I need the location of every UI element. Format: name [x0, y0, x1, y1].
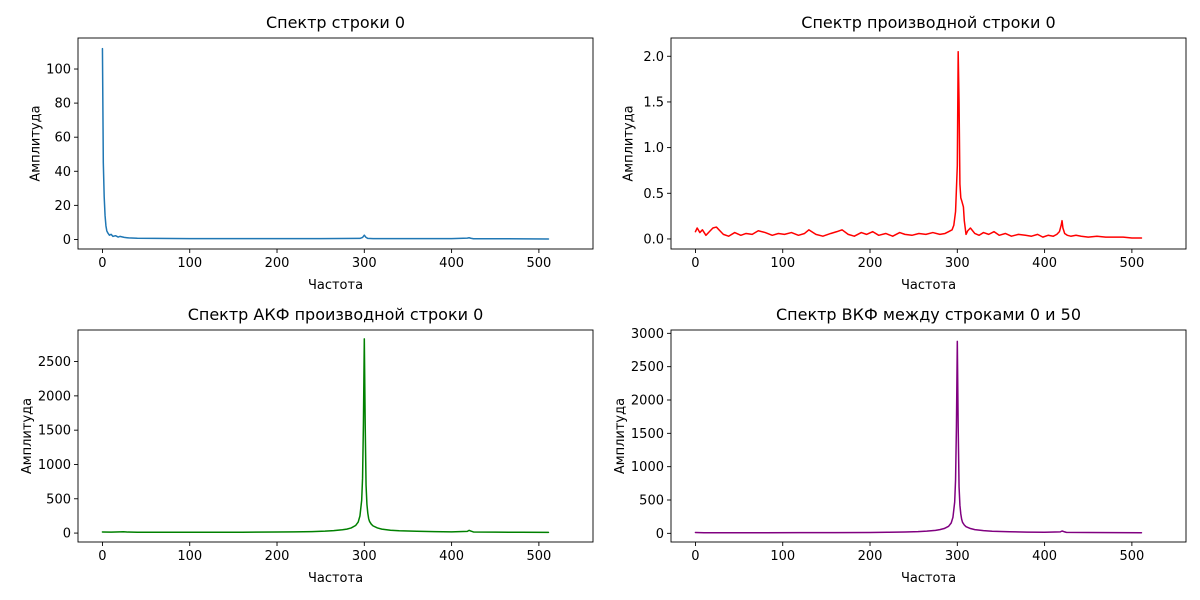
x-tick-label: 0 — [98, 256, 106, 271]
y-tick-label: 100 — [46, 63, 71, 78]
x-tick-label: 100 — [177, 549, 202, 564]
y-tick-label: 2.0 — [643, 50, 664, 65]
y-tick-label: 80 — [54, 97, 71, 112]
x-tick-label: 0 — [691, 256, 699, 271]
x-axis-label: Частота — [308, 571, 363, 586]
series-line-0 — [101, 338, 550, 534]
x-tick-label: 200 — [265, 549, 290, 564]
y-tick-label: 500 — [639, 494, 664, 509]
y-tick-label: 0 — [656, 527, 664, 542]
y-tick-label: 3000 — [631, 327, 664, 342]
y-tick-label: 1500 — [631, 427, 664, 442]
x-tick-label: 100 — [770, 256, 795, 271]
y-tick-label: 0 — [63, 233, 71, 248]
y-tick-label: 20 — [54, 199, 71, 214]
series-line-0 — [694, 50, 1143, 239]
subplot-3: 0 100 200 300 400 500 0 500 1000 1500 2000 2500 3000… — [613, 305, 1187, 586]
y-tick-label: 1000 — [38, 458, 71, 473]
axes-frame — [670, 329, 1187, 543]
axes-frame — [77, 37, 594, 250]
x-tick-label: 200 — [858, 549, 883, 564]
axes-frame — [670, 37, 1187, 250]
subplot-0: 0 100 200 300 400 500 0 20 40 60 80 100 Спектр строк… — [28, 13, 594, 293]
series-line-0 — [101, 47, 550, 240]
subplot-1: 0 100 200 300 400 500 0.0 0.5 1.0 1.5 2.0 Спектр пр… — [621, 13, 1187, 293]
y-tick-label: 2500 — [631, 360, 664, 375]
x-tick-label: 300 — [945, 256, 970, 271]
y-axis-label: Амплитуда — [28, 105, 43, 181]
x-tick-label: 400 — [439, 549, 464, 564]
x-tick-label: 200 — [265, 256, 290, 271]
y-tick-label: 500 — [46, 492, 71, 507]
chart-title: Спектр АКФ производной строки 0 — [188, 305, 484, 324]
y-tick-label: 0 — [63, 527, 71, 542]
chart-title: Спектр ВКФ между строками 0 и 50 — [776, 305, 1081, 324]
x-tick-label: 400 — [439, 256, 464, 271]
y-tick-label: 60 — [54, 131, 71, 146]
x-tick-label: 400 — [1032, 256, 1057, 271]
y-axis-label: Амплитуда — [20, 398, 35, 474]
subplot-2: 0 100 200 300 400 500 0 500 1000 1500 2000 2500 Спек… — [20, 305, 594, 586]
x-tick-label: 100 — [770, 549, 795, 564]
x-tick-label: 200 — [858, 256, 883, 271]
x-tick-label: 500 — [526, 256, 551, 271]
x-tick-label: 300 — [945, 549, 970, 564]
x-tick-label: 0 — [98, 549, 106, 564]
x-tick-label: 400 — [1032, 549, 1057, 564]
x-tick-label: 0 — [691, 549, 699, 564]
y-tick-label: 0.5 — [643, 187, 664, 202]
y-tick-label: 0.0 — [643, 232, 664, 247]
y-tick-label: 1500 — [38, 424, 71, 439]
x-tick-label: 500 — [526, 549, 551, 564]
y-axis-label: Амплитуда — [613, 398, 628, 474]
chart-title: Спектр производной строки 0 — [801, 13, 1055, 32]
x-tick-label: 500 — [1119, 549, 1144, 564]
y-tick-label: 2000 — [631, 394, 664, 409]
x-tick-label: 300 — [352, 549, 377, 564]
x-tick-label: 500 — [1119, 256, 1144, 271]
y-tick-label: 40 — [54, 165, 71, 180]
x-axis-label: Частота — [308, 278, 363, 293]
x-tick-label: 300 — [352, 256, 377, 271]
x-tick-label: 100 — [177, 256, 202, 271]
x-axis-label: Частота — [901, 571, 956, 586]
y-tick-label: 2000 — [38, 389, 71, 404]
y-axis-label: Амплитуда — [621, 105, 636, 181]
y-tick-label: 2500 — [38, 355, 71, 370]
chart-title: Спектр строки 0 — [266, 13, 405, 32]
axes-frame — [77, 329, 594, 543]
x-axis-label: Частота — [901, 278, 956, 293]
y-tick-label: 1.0 — [643, 141, 664, 156]
y-tick-label: 1000 — [631, 460, 664, 475]
y-tick-label: 1.5 — [643, 95, 664, 110]
series-line-0 — [694, 340, 1143, 534]
